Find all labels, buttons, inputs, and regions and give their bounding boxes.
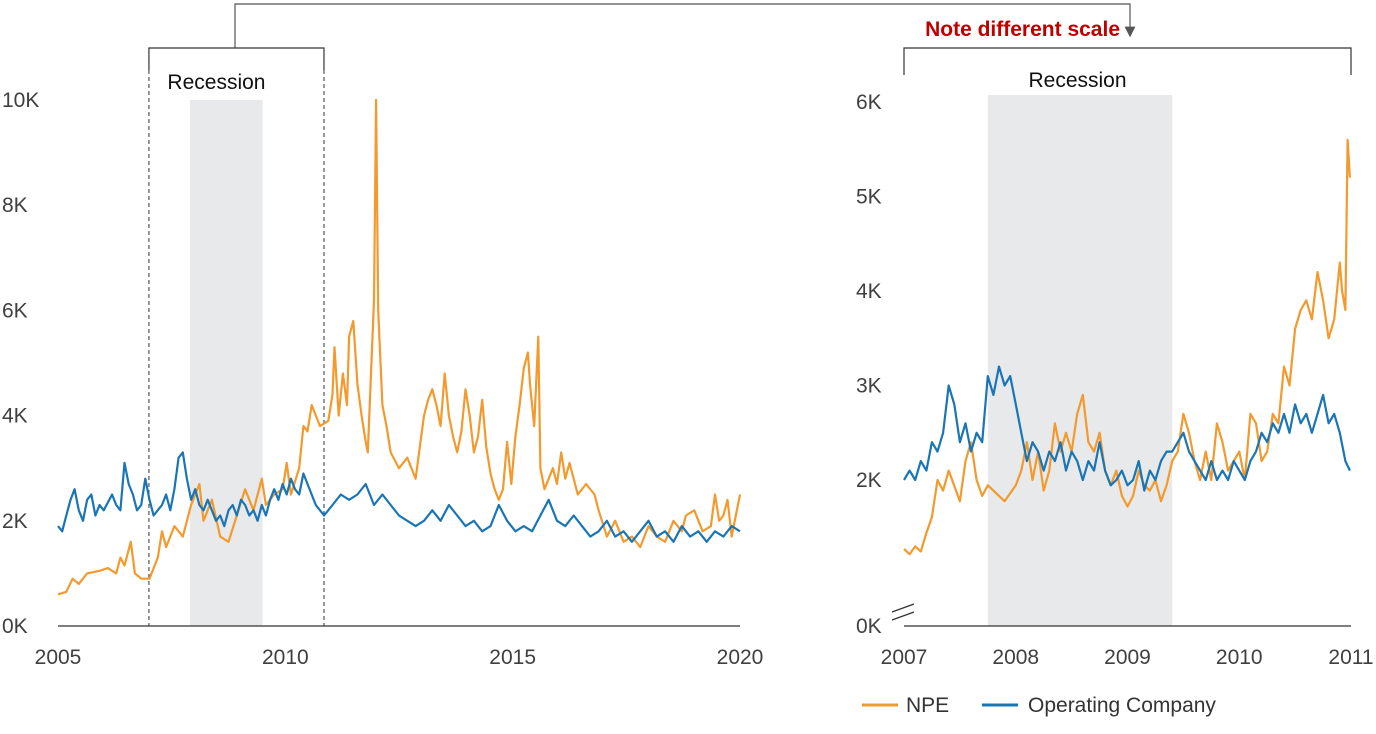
legend-label-operating-company: Operating Company	[1028, 694, 1216, 717]
right-x-ticks: 2007 2008 2009 2010 2011	[881, 646, 1374, 669]
left-series	[58, 100, 740, 594]
left-y-tick-10k: 10K	[2, 89, 39, 112]
left-y-tick-2k: 2K	[2, 510, 28, 533]
right-y-tick-0k: 0K	[856, 615, 882, 638]
left-recession-band	[190, 100, 263, 626]
left-y-tick-0k: 0K	[2, 615, 28, 638]
left-x-tick-2015: 2015	[489, 646, 536, 669]
legend-item-npe: NPE	[862, 694, 949, 717]
right-y-tick-4k: 4K	[856, 280, 882, 303]
right-y-tick-3k: 3K	[856, 375, 882, 398]
left-series-npe	[58, 100, 740, 594]
right-x-tick-2007: 2007	[881, 646, 928, 669]
right-x-tick-2011: 2011	[1328, 646, 1373, 669]
left-recession-label: Recession	[167, 71, 265, 94]
left-chart: Recession 0K 2K 4K 6K 8K 10K 2005 2010 2015 2020	[2, 48, 763, 669]
left-x-tick-2010: 2010	[262, 646, 309, 669]
right-y-ticks: 0K 2K 3K 4K 5K 6K	[856, 91, 882, 638]
note-different-scale: Note different scale	[925, 18, 1120, 41]
axis-break-icon	[892, 604, 914, 620]
left-y-tick-4k: 4K	[2, 405, 28, 428]
right-y-tick-5k: 5K	[856, 186, 882, 209]
right-x-tick-2010: 2010	[1216, 646, 1263, 669]
left-zoom-bracket	[149, 48, 324, 70]
left-series-operating-company	[58, 452, 740, 541]
right-y-tick-6k: 6K	[856, 91, 882, 114]
left-x-tick-2005: 2005	[35, 646, 82, 669]
legend-label-npe: NPE	[906, 694, 949, 717]
right-x-tick-2008: 2008	[992, 646, 1039, 669]
legend: NPE Operating Company	[862, 694, 1216, 717]
left-y-tick-8k: 8K	[2, 194, 28, 217]
left-y-ticks: 0K 2K 4K 6K 8K 10K	[2, 89, 39, 638]
right-y-tick-2k: 2K	[856, 469, 882, 492]
right-recession-band	[988, 95, 1172, 626]
patent-lawsuit-charts: Note different scale Recession 0K 2K 4K 6K 8…	[0, 0, 1376, 734]
right-scale-bracket	[904, 48, 1351, 75]
left-y-tick-6k: 6K	[2, 299, 28, 322]
legend-item-operating-company: Operating Company	[982, 694, 1216, 717]
right-x-tick-2009: 2009	[1104, 646, 1151, 669]
left-x-tick-2020: 2020	[717, 646, 764, 669]
right-recession-label: Recession	[1028, 69, 1126, 92]
left-x-ticks: 2005 2010 2015 2020	[35, 646, 764, 669]
right-chart: Recession 0K2K3K4K5K6K 20072008200920102…	[856, 48, 1374, 669]
